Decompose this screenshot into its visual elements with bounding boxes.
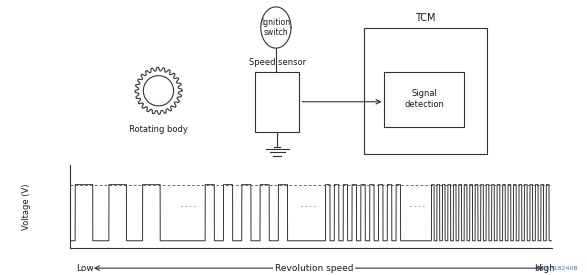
Text: Revolution speed: Revolution speed	[275, 264, 353, 273]
Text: Ignition
switch: Ignition switch	[261, 18, 291, 37]
Text: Voltage (V): Voltage (V)	[22, 183, 31, 230]
Text: Signal
detection: Signal detection	[404, 89, 444, 109]
Text: Speed sensor: Speed sensor	[249, 58, 306, 67]
Text: - - - -: - - - -	[301, 204, 316, 209]
Bar	[364, 28, 487, 154]
Text: - - - -: - - - -	[181, 204, 196, 209]
Text: JSDIA18240B: JSDIA18240B	[538, 266, 578, 271]
Text: TCM: TCM	[416, 13, 436, 23]
Bar	[255, 72, 299, 132]
Text: Rotating body: Rotating body	[129, 125, 188, 134]
Text: Low: Low	[76, 264, 94, 273]
Text: - - - -: - - - -	[410, 204, 424, 209]
Text: High: High	[534, 264, 555, 273]
Bar	[384, 72, 464, 126]
